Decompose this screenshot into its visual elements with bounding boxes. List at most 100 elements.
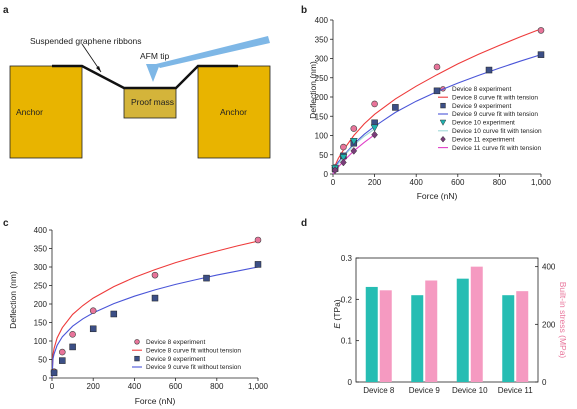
chart-d-bar-e bbox=[502, 295, 515, 382]
chart-b-y-tick-label: 50 bbox=[319, 151, 328, 160]
afm-tip bbox=[146, 64, 160, 82]
chart-c-x-tick-label: 1,000 bbox=[248, 382, 269, 391]
chart-b-y-tick-label: 350 bbox=[315, 35, 329, 44]
chart-b-x-tick-label: 400 bbox=[410, 178, 424, 187]
chart-d-ylabel-unit: (TPa) bbox=[332, 299, 342, 323]
chart-b-data-point bbox=[349, 138, 358, 146]
chart-c-data-point bbox=[69, 331, 76, 338]
anchor-right-label: Anchor bbox=[220, 107, 247, 117]
chart-d-bar-stress bbox=[379, 290, 392, 382]
chart-c-data-point bbox=[254, 261, 262, 268]
chart-d-ylabel: E (TPa) bbox=[332, 299, 342, 328]
panel-a-diagram: Suspended graphene ribbons AFM tip Proof… bbox=[9, 36, 271, 159]
chart-b: Deflection (nm) Force (nN) Device 8 expe… bbox=[308, 16, 552, 201]
chart-b-data-point bbox=[537, 27, 545, 34]
chart-c-legend-label: Device 9 curve fit without tension bbox=[146, 364, 241, 371]
chart-d-bar-stress bbox=[425, 280, 438, 382]
chart-c-data-point bbox=[89, 307, 97, 314]
chart-c-y-tick-label: 200 bbox=[34, 300, 48, 309]
chart-d-y-tick-label: 0.1 bbox=[341, 337, 353, 346]
afm-tip-label: AFM tip bbox=[140, 51, 170, 61]
chart-b-x-tick-label: 0 bbox=[331, 178, 336, 187]
chart-c-x-tick-label: 0 bbox=[50, 382, 55, 391]
chart-c-xlabel: Force (nN) bbox=[135, 396, 176, 406]
chart-b-legend-label: Device 10 experiment bbox=[452, 120, 515, 127]
chart-b-x-tick-label: 800 bbox=[493, 178, 507, 187]
chart-c-data-point bbox=[69, 343, 76, 351]
chart-c-ylabel: Deflection (nm) bbox=[8, 271, 18, 329]
panel-d-letter: d bbox=[301, 218, 307, 229]
chart-b-data-point bbox=[433, 63, 441, 71]
chart-c-data-point bbox=[203, 274, 210, 282]
chart-c-y-tick-label: 0 bbox=[43, 374, 48, 383]
chart-b-legend-label: Device 9 curve fit with tension bbox=[452, 111, 538, 118]
chart-b-x-tick-label: 600 bbox=[451, 178, 465, 187]
chart-c-data-point bbox=[110, 310, 118, 318]
chart-b-data-point bbox=[350, 125, 358, 132]
proof-mass-label: Proof mass bbox=[131, 97, 174, 107]
chart-b-fit-line bbox=[332, 28, 542, 175]
chart-c-y-tick-label: 50 bbox=[38, 356, 47, 365]
chart-b-data-point bbox=[537, 51, 545, 58]
chart-c-data-point bbox=[89, 325, 97, 333]
chart-d-y2-tick-label: 200 bbox=[542, 320, 556, 329]
anchor-left bbox=[9, 65, 83, 159]
chart-d-bar-e bbox=[365, 286, 378, 382]
chart-d-y2-tick-label: 400 bbox=[542, 263, 556, 272]
chart-b-fit-line bbox=[332, 54, 542, 175]
chart-b-ylabel: Deflection (nm) bbox=[308, 61, 318, 119]
chart-d-y-tick-label: 0.3 bbox=[341, 254, 353, 263]
chart-b-legend-label: Device 8 curve fit with tension bbox=[452, 94, 538, 101]
chart-d-y2-tick-label: 0 bbox=[542, 378, 547, 387]
chart-c-legend-label: Device 8 curve fit without tension bbox=[146, 347, 241, 354]
chart-d-frame bbox=[355, 257, 539, 383]
chart-c-legend-swatch bbox=[134, 339, 140, 345]
chart-b-data-point bbox=[350, 147, 358, 155]
chart-b-legend-swatch bbox=[439, 119, 447, 126]
chart-c-fit-line bbox=[51, 240, 259, 379]
chart-c-x-tick-label: 800 bbox=[210, 382, 224, 391]
anchor-right bbox=[197, 65, 271, 159]
chart-b-y-tick-label: 100 bbox=[315, 132, 329, 141]
chart-c-x-tick-label: 200 bbox=[87, 382, 101, 391]
chart-c-y-tick-label: 400 bbox=[34, 226, 48, 235]
chart-c-legend-swatch bbox=[134, 355, 140, 362]
chart-d-ylabel-symbol: E bbox=[332, 323, 342, 329]
chart-b-legend-label: Device 8 experiment bbox=[452, 86, 511, 93]
chart-d-bar-stress bbox=[516, 291, 529, 382]
chart-c-y-tick-label: 100 bbox=[34, 337, 48, 346]
chart-d-y-tick-label: 0 bbox=[348, 378, 353, 387]
chart-b-legend-label: Device 11 curve fit with tension bbox=[452, 145, 541, 152]
chart-d-category-label: Device 11 bbox=[498, 386, 534, 395]
afm-cantilever bbox=[156, 36, 270, 68]
chart-b-legend-label: Device 9 experiment bbox=[452, 103, 511, 110]
chart-b-y-tick-label: 300 bbox=[315, 55, 329, 64]
chart-b-xlabel: Force (nN) bbox=[417, 191, 458, 201]
chart-b-y-tick-label: 200 bbox=[315, 93, 329, 102]
chart-d-category-label: Device 8 bbox=[363, 386, 395, 395]
chart-c-y-tick-label: 250 bbox=[34, 282, 48, 291]
chart-c-data-point bbox=[59, 357, 66, 364]
chart-b-legend-swatch bbox=[440, 135, 446, 143]
chart-c-data-point bbox=[254, 236, 262, 244]
chart-d-y2label: Built-in stress (MPa) bbox=[558, 282, 568, 359]
chart-c-data-point bbox=[151, 294, 159, 302]
chart-d-bar-e bbox=[456, 278, 469, 382]
chart-c-x-tick-label: 400 bbox=[128, 382, 142, 391]
chart-d-y-tick-label: 0.2 bbox=[341, 295, 353, 304]
chart-d-category-label: Device 10 bbox=[452, 386, 488, 395]
chart-b-data-point bbox=[370, 124, 379, 132]
chart-b-data-point bbox=[340, 143, 347, 151]
chart-b-legend-swatch bbox=[440, 102, 446, 109]
panel-b-letter: b bbox=[301, 5, 307, 16]
chart-c-legend-label: Device 9 experiment bbox=[146, 356, 205, 363]
chart-b-data-point bbox=[485, 66, 493, 74]
chart-b-x-tick-label: 1,000 bbox=[531, 178, 552, 187]
chart-c-y-tick-label: 350 bbox=[34, 245, 48, 254]
chart-d-bar-stress bbox=[470, 266, 483, 382]
chart-d-category-label: Device 9 bbox=[409, 386, 441, 395]
chart-b-y-tick-label: 150 bbox=[315, 112, 329, 121]
